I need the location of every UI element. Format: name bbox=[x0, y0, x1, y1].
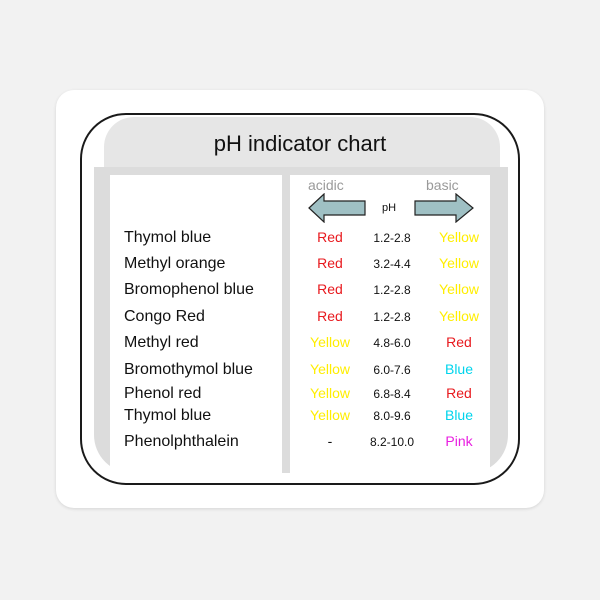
ph-range: 1.2-2.8 bbox=[373, 283, 411, 297]
indicator-names-panel bbox=[110, 175, 282, 477]
acidic-color: Yellow bbox=[310, 385, 350, 401]
table-row: Methyl orange Red 3.2-4.4 Yellow bbox=[82, 255, 518, 277]
basic-color: Red bbox=[446, 334, 472, 350]
indicator-name: Congo Red bbox=[124, 308, 205, 325]
basic-label: basic bbox=[426, 177, 459, 193]
ph-range: 6.0-7.6 bbox=[373, 363, 411, 377]
table-row: Phenolphthalein - 8.2-10.0 Pink bbox=[82, 433, 518, 455]
basic-color: Yellow bbox=[439, 255, 479, 271]
basic-color: Pink bbox=[445, 433, 473, 449]
acidic-color: Red bbox=[317, 281, 343, 297]
frame-top bbox=[104, 117, 500, 173]
indicator-name: Phenol red bbox=[124, 385, 202, 402]
basic-color: Red bbox=[446, 385, 472, 401]
ph-range: 1.2-2.8 bbox=[373, 310, 411, 324]
indicator-name: Thymol blue bbox=[124, 407, 212, 424]
indicator-name: Methyl red bbox=[124, 334, 199, 351]
indicator-name: Phenolphthalein bbox=[124, 433, 239, 450]
acidic-color: Red bbox=[317, 308, 343, 324]
indicator-name: Bromothymol blue bbox=[124, 361, 253, 378]
basic-color: Blue bbox=[444, 361, 474, 377]
indicator-name: Methyl orange bbox=[124, 255, 226, 272]
chart-title: pH indicator chart bbox=[213, 131, 387, 156]
ph-range: 3.2-4.4 bbox=[373, 257, 411, 271]
basic-color: Yellow bbox=[439, 229, 479, 245]
indicator-name: Thymol blue bbox=[124, 229, 212, 246]
ph-range: 8.2-10.0 bbox=[369, 435, 415, 449]
table-row: Bromothymol blue Yellow 6.0-7.6 Blue bbox=[82, 361, 518, 383]
ph-range: 8.0-9.6 bbox=[373, 409, 411, 423]
table-row: Thymol blue Yellow 8.0-9.6 Blue bbox=[82, 407, 518, 429]
ph-label: pH bbox=[382, 202, 397, 214]
ph-chart-card: pH indicator chart acidic basic pH Thymo… bbox=[80, 113, 520, 485]
acidic-arrow-icon bbox=[308, 193, 366, 223]
table-row: Methyl red Yellow 4.8-6.0 Red bbox=[82, 334, 518, 356]
basic-color: Yellow bbox=[439, 308, 479, 324]
acidic-color: Yellow bbox=[310, 361, 350, 377]
table-row: Congo Red Red 1.2-2.8 Yellow bbox=[82, 308, 518, 330]
table-row: Phenol red Yellow 6.8-8.4 Red bbox=[82, 385, 518, 407]
basic-arrow-icon bbox=[414, 193, 474, 223]
basic-color: Blue bbox=[444, 407, 474, 423]
acidic-color: Red bbox=[317, 229, 343, 245]
color-ranges-panel bbox=[290, 175, 490, 477]
ph-range: 1.2-2.8 bbox=[373, 231, 411, 245]
ph-range: 6.8-8.4 bbox=[373, 387, 411, 401]
table-row: Thymol blue Red 1.2-2.8 Yellow bbox=[82, 229, 518, 251]
acidic-color: Yellow bbox=[310, 334, 350, 350]
acidic-color: Yellow bbox=[310, 407, 350, 423]
basic-color: Yellow bbox=[439, 281, 479, 297]
acidic-label: acidic bbox=[308, 177, 344, 193]
indicator-name: Bromophenol blue bbox=[124, 281, 254, 298]
acidic-color: Red bbox=[317, 255, 343, 271]
acidic-color: - bbox=[327, 433, 333, 449]
ph-range: 4.8-6.0 bbox=[373, 336, 411, 350]
table-row: Bromophenol blue Red 1.2-2.8 Yellow bbox=[82, 281, 518, 303]
